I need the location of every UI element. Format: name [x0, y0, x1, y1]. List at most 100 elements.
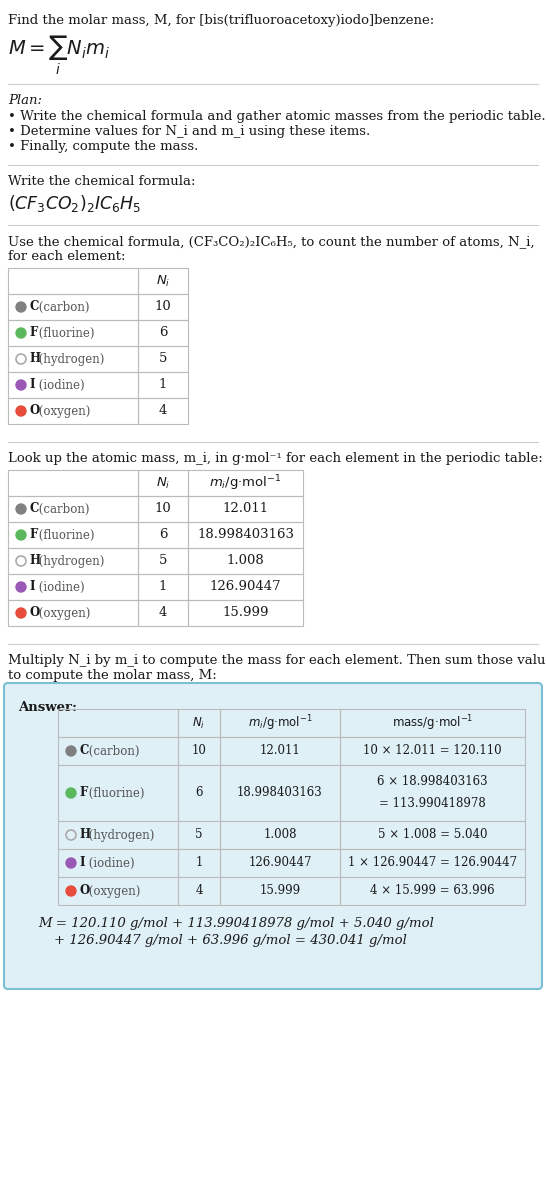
Text: 4: 4 [159, 606, 167, 619]
Bar [178, 765, 220, 821]
Text: 126.90447: 126.90447 [248, 856, 312, 869]
Text: 1: 1 [159, 580, 167, 593]
Circle shape [66, 788, 76, 798]
Bar [178, 709, 220, 737]
Text: 4: 4 [159, 404, 167, 417]
Text: 10: 10 [155, 503, 171, 516]
Text: $N_i$: $N_i$ [193, 715, 205, 731]
Bar [138, 268, 188, 294]
Text: 18.998403163: 18.998403163 [197, 529, 294, 542]
Circle shape [66, 857, 76, 868]
Circle shape [16, 608, 26, 618]
Text: 6: 6 [159, 326, 167, 339]
Bar [58, 876, 178, 905]
FancyBboxPatch shape [4, 683, 542, 989]
Bar [220, 765, 340, 821]
Circle shape [16, 302, 26, 312]
Circle shape [16, 582, 26, 592]
Bar [138, 600, 188, 626]
Circle shape [16, 530, 26, 540]
Text: 5: 5 [159, 352, 167, 365]
Text: I: I [29, 378, 34, 391]
Bar [340, 821, 525, 849]
Bar [8, 268, 138, 294]
Bar [220, 737, 340, 765]
Text: 5: 5 [159, 555, 167, 567]
Bar [58, 765, 178, 821]
Text: 10 × 12.011 = 120.110: 10 × 12.011 = 120.110 [363, 745, 502, 758]
Circle shape [16, 329, 26, 338]
Bar [178, 737, 220, 765]
Bar [188, 496, 303, 522]
Text: (hydrogen): (hydrogen) [35, 555, 105, 567]
Text: (hydrogen): (hydrogen) [85, 829, 155, 842]
Bar [58, 737, 178, 765]
Text: O: O [29, 606, 39, 619]
Text: Write the chemical formula:: Write the chemical formula: [8, 176, 195, 189]
Bar [58, 849, 178, 876]
Bar [138, 372, 188, 398]
Bar [340, 737, 525, 765]
Bar [188, 574, 303, 600]
Text: 10: 10 [155, 300, 171, 313]
Text: for each element:: for each element: [8, 250, 126, 263]
Bar [8, 398, 138, 425]
Circle shape [16, 406, 26, 416]
Bar [8, 346, 138, 372]
Text: I: I [79, 856, 85, 869]
Text: (carbon): (carbon) [35, 300, 90, 313]
Text: Plan:: Plan: [8, 94, 42, 107]
Bar [138, 574, 188, 600]
Bar [58, 709, 178, 737]
Bar [8, 372, 138, 398]
Bar [340, 709, 525, 737]
Text: H: H [29, 352, 40, 365]
Text: 6: 6 [159, 529, 167, 542]
Text: C: C [79, 745, 88, 758]
Text: mass/g·mol$^{-1}$: mass/g·mol$^{-1}$ [392, 713, 473, 733]
Text: I: I [29, 580, 34, 593]
Bar [178, 821, 220, 849]
Bar [8, 548, 138, 574]
Text: • Determine values for N_i and m_i using these items.: • Determine values for N_i and m_i using… [8, 125, 370, 138]
Text: 4: 4 [195, 885, 203, 898]
Text: $N_i$: $N_i$ [156, 476, 170, 491]
Bar [138, 398, 188, 425]
Bar [8, 320, 138, 346]
Text: 6 × 18.998403163: 6 × 18.998403163 [377, 776, 488, 789]
Text: (iodine): (iodine) [35, 580, 85, 593]
Circle shape [16, 380, 26, 390]
Text: F: F [79, 786, 87, 799]
Text: 15.999: 15.999 [259, 885, 300, 898]
Bar [220, 821, 340, 849]
Bar [188, 470, 303, 496]
Text: 12.011: 12.011 [260, 745, 300, 758]
Text: C: C [29, 503, 38, 516]
Text: = 113.990418978: = 113.990418978 [379, 797, 486, 810]
Bar [178, 849, 220, 876]
Bar [138, 548, 188, 574]
Text: to compute the molar mass, M:: to compute the molar mass, M: [8, 669, 217, 682]
Text: 1: 1 [159, 378, 167, 391]
Text: 10: 10 [192, 745, 206, 758]
Text: (carbon): (carbon) [85, 745, 139, 758]
Text: Answer:: Answer: [18, 701, 77, 714]
Bar [58, 821, 178, 849]
Text: C: C [29, 300, 38, 313]
Text: 5 × 1.008 = 5.040: 5 × 1.008 = 5.040 [378, 829, 487, 842]
Bar [138, 294, 188, 320]
Text: F: F [29, 326, 37, 339]
Text: $m_i$/g·mol$^{-1}$: $m_i$/g·mol$^{-1}$ [209, 473, 282, 493]
Bar [138, 470, 188, 496]
Text: 15.999: 15.999 [222, 606, 269, 619]
Text: (carbon): (carbon) [35, 503, 90, 516]
Text: O: O [29, 404, 39, 417]
Text: H: H [29, 555, 40, 567]
Text: Find the molar mass, M, for [bis(trifluoroacetoxy)iodo]benzene:: Find the molar mass, M, for [bis(trifluo… [8, 14, 434, 27]
Circle shape [16, 504, 26, 514]
Text: (fluorine): (fluorine) [35, 326, 94, 339]
Bar [188, 522, 303, 548]
Text: 12.011: 12.011 [222, 503, 269, 516]
Bar [188, 548, 303, 574]
Text: 1.008: 1.008 [227, 555, 264, 567]
